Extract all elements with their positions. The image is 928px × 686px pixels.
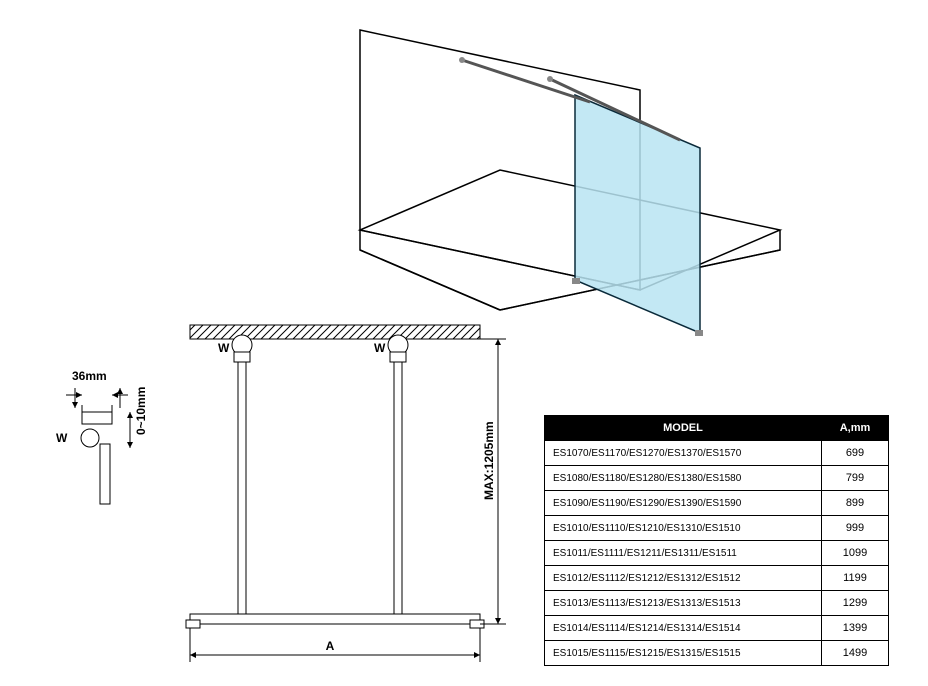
a-cell: 999 xyxy=(822,516,889,541)
model-cell: ES1080/ES1180/ES1280/ES1380/ES1580 xyxy=(545,466,822,491)
table-row: ES1011/ES1111/ES1211/ES1311/ES15111099 xyxy=(545,541,889,566)
width-dim-label: A xyxy=(326,639,335,653)
a-cell: 799 xyxy=(822,466,889,491)
model-table: MODEL A,mm ES1070/ES1170/ES1270/ES1370/E… xyxy=(544,415,889,666)
model-cell: ES1070/ES1170/ES1270/ES1370/ES1570 xyxy=(545,441,822,466)
table-header-a: A,mm xyxy=(822,416,889,441)
table-row: ES1070/ES1170/ES1270/ES1370/ES1570699 xyxy=(545,441,889,466)
w-label-1: W xyxy=(218,341,230,355)
glass-panel-iso xyxy=(575,95,700,333)
a-cell: 1399 xyxy=(822,616,889,641)
w-label-2: W xyxy=(374,341,386,355)
a-cell: 1499 xyxy=(822,641,889,666)
table-row: ES1090/ES1190/ES1290/ES1390/ES1590899 xyxy=(545,491,889,516)
a-cell: 899 xyxy=(822,491,889,516)
table-row: ES1080/ES1180/ES1280/ES1380/ES1580799 xyxy=(545,466,889,491)
dim-0-10-label: 0~10mm xyxy=(134,387,148,435)
front-elevation: W W MAX:1205mm A xyxy=(186,325,506,662)
support-rod-front-2 xyxy=(394,362,402,614)
support-rod-front-1 xyxy=(238,362,246,614)
a-cell: 1199 xyxy=(822,566,889,591)
model-cell: ES1014/ES1114/ES1214/ES1314/ES1514 xyxy=(545,616,822,641)
model-cell: ES1010/ES1110/ES1210/ES1310/ES1510 xyxy=(545,516,822,541)
table-header-model: MODEL xyxy=(545,416,822,441)
table-row: ES1014/ES1114/ES1214/ES1314/ES15141399 xyxy=(545,616,889,641)
glass-panel-front xyxy=(190,614,480,624)
table-row: ES1012/ES1112/ES1212/ES1312/ES15121199 xyxy=(545,566,889,591)
model-cell: ES1011/ES1111/ES1211/ES1311/ES1511 xyxy=(545,541,822,566)
a-cell: 1099 xyxy=(822,541,889,566)
model-cell: ES1012/ES1112/ES1212/ES1312/ES1512 xyxy=(545,566,822,591)
table-row: ES1013/ES1113/ES1213/ES1313/ES15131299 xyxy=(545,591,889,616)
iso-room xyxy=(360,30,780,336)
model-cell: ES1015/ES1115/ES1215/ES1315/ES1515 xyxy=(545,641,822,666)
height-dim-label: MAX:1205mm xyxy=(482,421,496,500)
table-row: ES1015/ES1115/ES1215/ES1315/ES15151499 xyxy=(545,641,889,666)
dim-36-label: 36mm xyxy=(72,369,107,383)
detail-w-label: W xyxy=(56,431,68,445)
model-cell: ES1013/ES1113/ES1213/ES1313/ES1513 xyxy=(545,591,822,616)
a-cell: 699 xyxy=(822,441,889,466)
table-row: ES1010/ES1110/ES1210/ES1310/ES1510999 xyxy=(545,516,889,541)
a-cell: 1299 xyxy=(822,591,889,616)
detail-bracket: 36mm 0~10mm W xyxy=(56,369,148,504)
model-cell: ES1090/ES1190/ES1290/ES1390/ES1590 xyxy=(545,491,822,516)
